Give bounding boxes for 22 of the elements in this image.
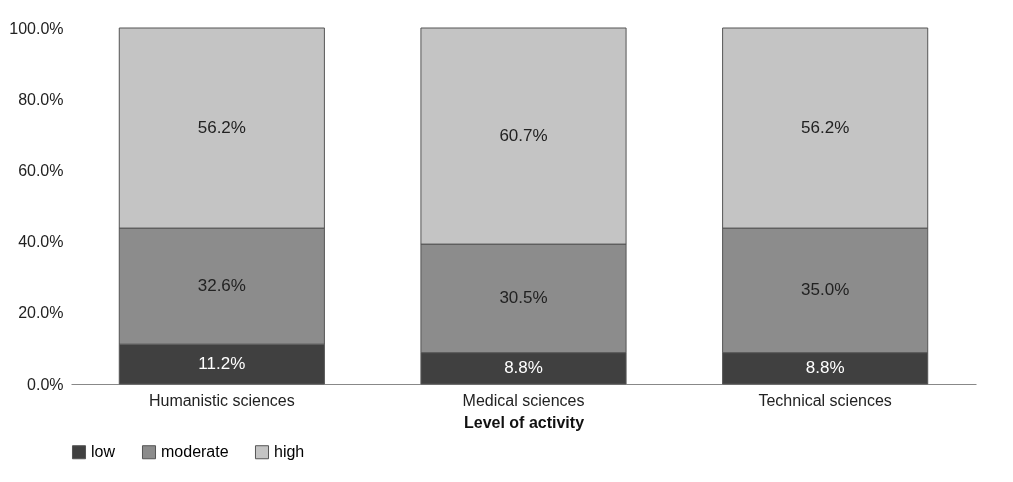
x-axis-title: Level of activity [463,413,585,431]
data-label: 35.0% [801,280,850,300]
legend-label: moderate [161,443,229,461]
x-tick-label: Technical sciences [758,391,892,409]
y-tick-label: 40.0% [18,233,64,251]
x-tick-label: Medical sciences [462,391,585,409]
y-tick-label: 100.0% [9,19,64,37]
data-label: 8.8% [504,358,543,378]
y-tick-label: 60.0% [18,161,64,179]
data-label: 11.2% [198,354,246,374]
data-label: 30.5% [499,288,548,308]
legend-label: low [91,443,116,461]
y-tick-label: 20.0% [18,304,64,322]
data-label: 32.6% [197,276,246,296]
data-label: 56.2% [197,118,246,138]
x-tick-label: Humanistic sciences [148,391,295,409]
data-label: 8.8% [805,358,845,378]
data-label: 56.2% [801,118,850,138]
legend-label: high [274,443,305,461]
y-tick-label: 80.0% [18,90,64,108]
y-tick-label: 0.0% [27,375,64,393]
data-label: 60.7% [499,126,548,146]
